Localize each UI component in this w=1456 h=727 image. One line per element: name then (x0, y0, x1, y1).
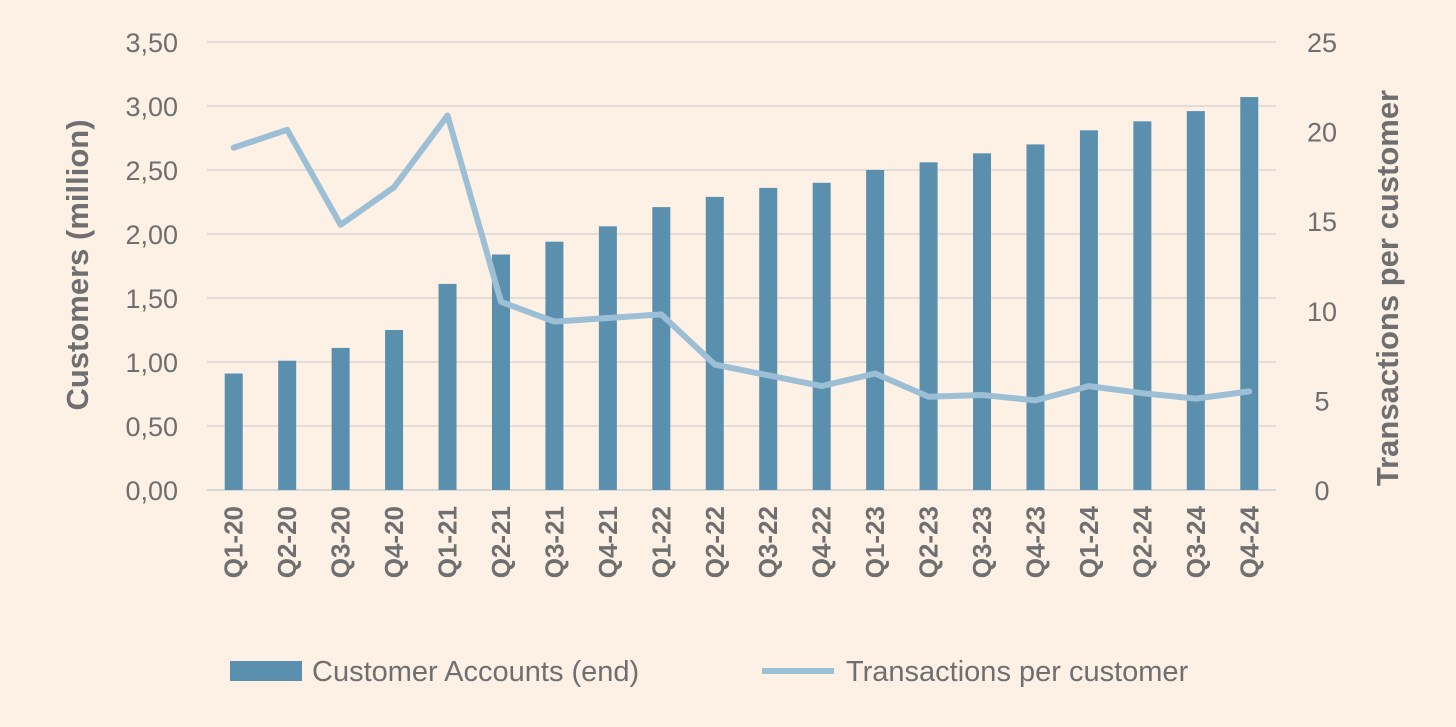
bar (598, 226, 617, 490)
left-axis-title: Customers (million) (60, 119, 95, 410)
x-tick-label: Q4-20 (379, 506, 409, 578)
bar (866, 170, 885, 490)
bar (1240, 97, 1259, 490)
left-tick-label: 0,00 (125, 476, 178, 506)
x-tick-label: Q1-24 (1074, 505, 1104, 578)
x-tick-label: Q4-21 (593, 506, 623, 578)
right-tick-label: 25 (1307, 28, 1337, 58)
right-tick-label: 5 (1314, 386, 1329, 416)
bar (973, 153, 992, 491)
left-tick-label: 0,50 (125, 412, 178, 442)
bar-series (224, 97, 1259, 491)
bar (705, 196, 724, 490)
bar (491, 254, 510, 490)
legend: Customer Accounts (end) Transactions per… (230, 656, 1189, 688)
x-tick-label: Q4-22 (807, 506, 837, 578)
bar (278, 360, 297, 490)
x-tick-label: Q2-23 (914, 506, 944, 578)
bar (1186, 111, 1205, 491)
bar (1133, 121, 1152, 491)
line-series (230, 112, 1253, 404)
x-tick-label: Q1-23 (860, 506, 890, 578)
bar (331, 347, 350, 490)
x-tick-label: Q4-24 (1234, 505, 1264, 578)
left-axis-ticks: 0,00 0,50 1,00 1,50 2,00 2,50 3,00 3,50 (125, 28, 178, 506)
bar (652, 207, 671, 490)
left-tick-label: 3,00 (125, 92, 178, 122)
x-tick-label: Q1-20 (219, 506, 249, 578)
bar (1026, 144, 1045, 490)
bar (919, 162, 938, 490)
bar (1079, 130, 1098, 490)
bar (438, 283, 457, 490)
right-tick-label: 20 (1307, 118, 1337, 148)
x-tick-label: Q2-21 (486, 506, 516, 578)
right-axis-title: Transactions per customer (1370, 90, 1405, 486)
gridlines (207, 41, 1276, 491)
right-tick-label: 10 (1307, 297, 1337, 327)
x-tick-label: Q3-24 (1181, 505, 1211, 578)
right-axis-ticks: 0 5 10 15 20 25 (1307, 28, 1337, 506)
left-tick-label: 2,50 (125, 156, 178, 186)
bar (224, 373, 243, 490)
x-tick-label: Q3-21 (539, 506, 569, 578)
x-tick-label: Q1-22 (646, 506, 676, 578)
x-tick-label: Q3-22 (753, 506, 783, 578)
x-tick-label: Q2-24 (1127, 505, 1157, 578)
bar (385, 330, 404, 490)
left-tick-label: 2,00 (125, 220, 178, 250)
right-tick-label: 15 (1307, 207, 1337, 237)
left-tick-label: 1,50 (125, 284, 178, 314)
x-tick-label: Q4-23 (1021, 506, 1051, 578)
legend-swatch-customer-accounts (230, 661, 302, 681)
left-tick-label: 1,00 (125, 348, 178, 378)
bar (545, 241, 564, 490)
x-tick-label: Q1-21 (433, 506, 463, 578)
bar (759, 187, 778, 491)
left-tick-label: 3,50 (125, 28, 178, 58)
x-tick-label: Q3-23 (967, 506, 997, 578)
x-tick-label: Q3-20 (326, 506, 356, 578)
legend-label-customer-accounts: Customer Accounts (end) (312, 656, 639, 688)
series-line (230, 112, 1253, 404)
bar (812, 182, 831, 491)
legend-label-transactions: Transactions per customer (846, 656, 1189, 688)
x-tick-label: Q2-22 (700, 506, 730, 578)
x-axis-ticks: Q1-20 Q2-20 Q3-20 Q4-20 Q1-21 Q2-21 Q3-21 Q4-21… (219, 505, 1265, 578)
right-tick-label: 0 (1314, 476, 1329, 506)
x-tick-label: Q2-20 (272, 506, 302, 578)
